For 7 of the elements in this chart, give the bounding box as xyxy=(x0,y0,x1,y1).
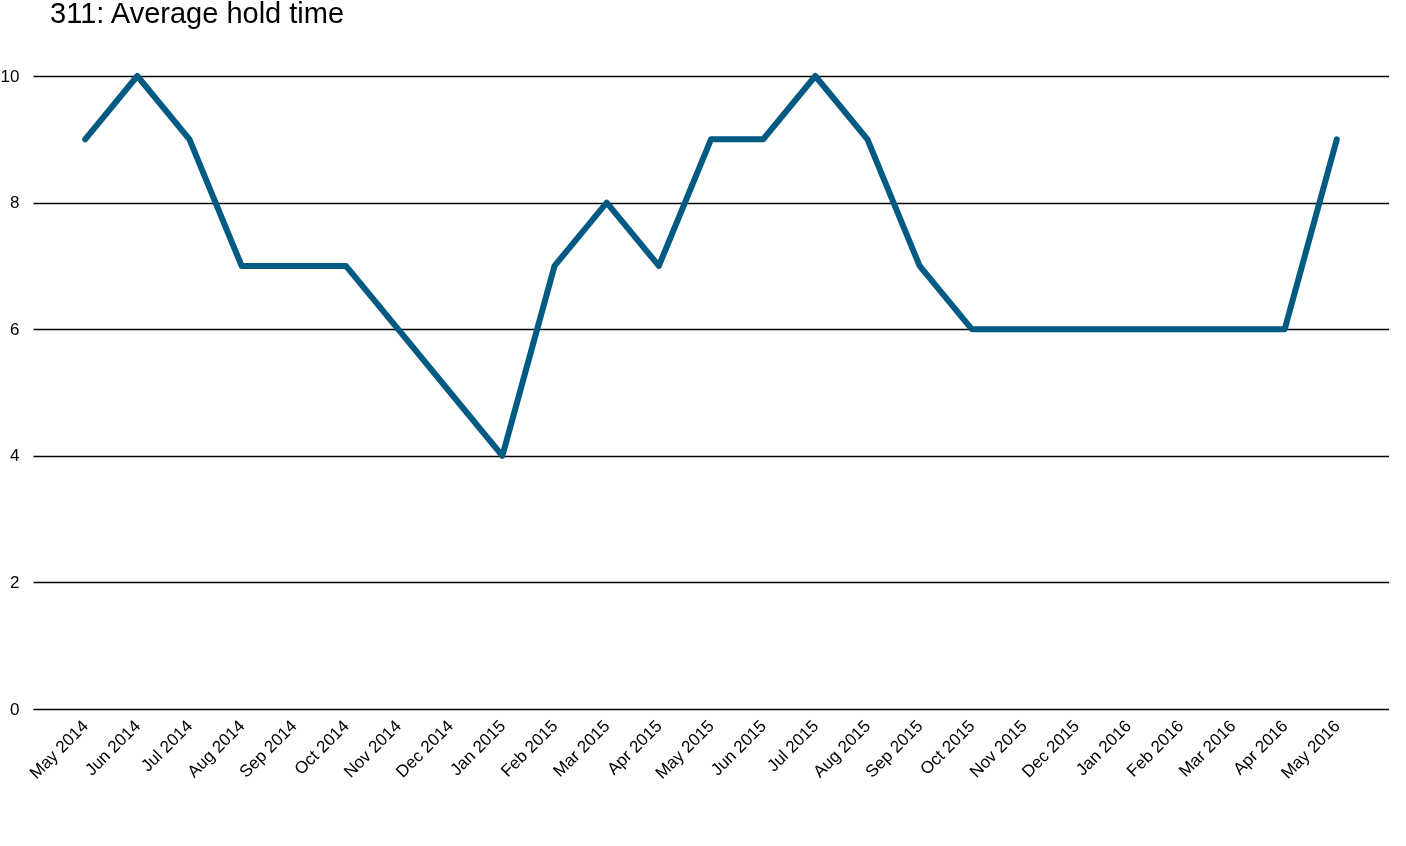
y-tick-label: 4 xyxy=(10,446,20,466)
y-tick-label: 6 xyxy=(10,319,20,339)
chart-title: 311: Average hold time xyxy=(50,0,345,29)
y-tick-label: 2 xyxy=(10,572,20,592)
y-tick-label: 8 xyxy=(10,193,20,213)
y-tick-label: 0 xyxy=(10,699,20,719)
y-tick-label: 10 xyxy=(0,66,20,86)
